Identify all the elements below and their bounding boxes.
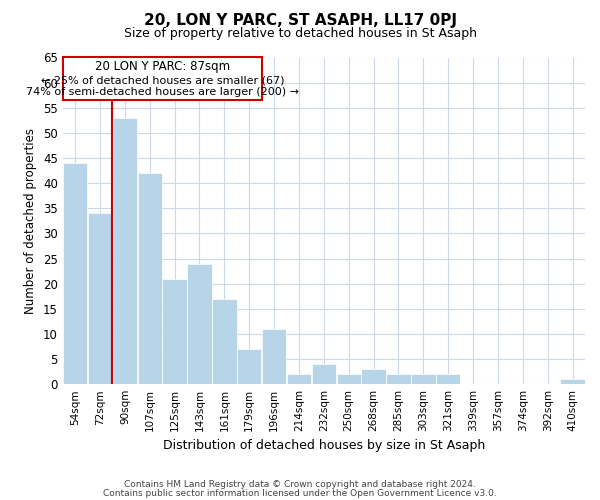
Text: Contains public sector information licensed under the Open Government Licence v3: Contains public sector information licen… <box>103 488 497 498</box>
Bar <box>361 369 386 384</box>
Text: ← 25% of detached houses are smaller (67): ← 25% of detached houses are smaller (67… <box>41 75 284 85</box>
Bar <box>262 329 286 384</box>
Bar <box>337 374 361 384</box>
Bar <box>163 278 187 384</box>
Bar <box>63 163 88 384</box>
Bar <box>113 118 137 384</box>
Bar <box>187 264 212 384</box>
X-axis label: Distribution of detached houses by size in St Asaph: Distribution of detached houses by size … <box>163 440 485 452</box>
Text: 20, LON Y PARC, ST ASAPH, LL17 0PJ: 20, LON Y PARC, ST ASAPH, LL17 0PJ <box>143 12 457 28</box>
Bar <box>237 349 262 384</box>
Bar <box>560 379 585 384</box>
Bar <box>137 173 162 384</box>
Bar <box>386 374 410 384</box>
FancyBboxPatch shape <box>63 58 262 100</box>
Bar <box>88 214 112 384</box>
Text: Size of property relative to detached houses in St Asaph: Size of property relative to detached ho… <box>124 28 476 40</box>
Text: 74% of semi-detached houses are larger (200) →: 74% of semi-detached houses are larger (… <box>26 86 299 97</box>
Text: 20 LON Y PARC: 87sqm: 20 LON Y PARC: 87sqm <box>95 60 230 72</box>
Bar <box>287 374 311 384</box>
Text: Contains HM Land Registry data © Crown copyright and database right 2024.: Contains HM Land Registry data © Crown c… <box>124 480 476 489</box>
Bar <box>411 374 436 384</box>
Bar <box>436 374 460 384</box>
Bar <box>311 364 336 384</box>
Bar <box>212 298 236 384</box>
Y-axis label: Number of detached properties: Number of detached properties <box>25 128 37 314</box>
